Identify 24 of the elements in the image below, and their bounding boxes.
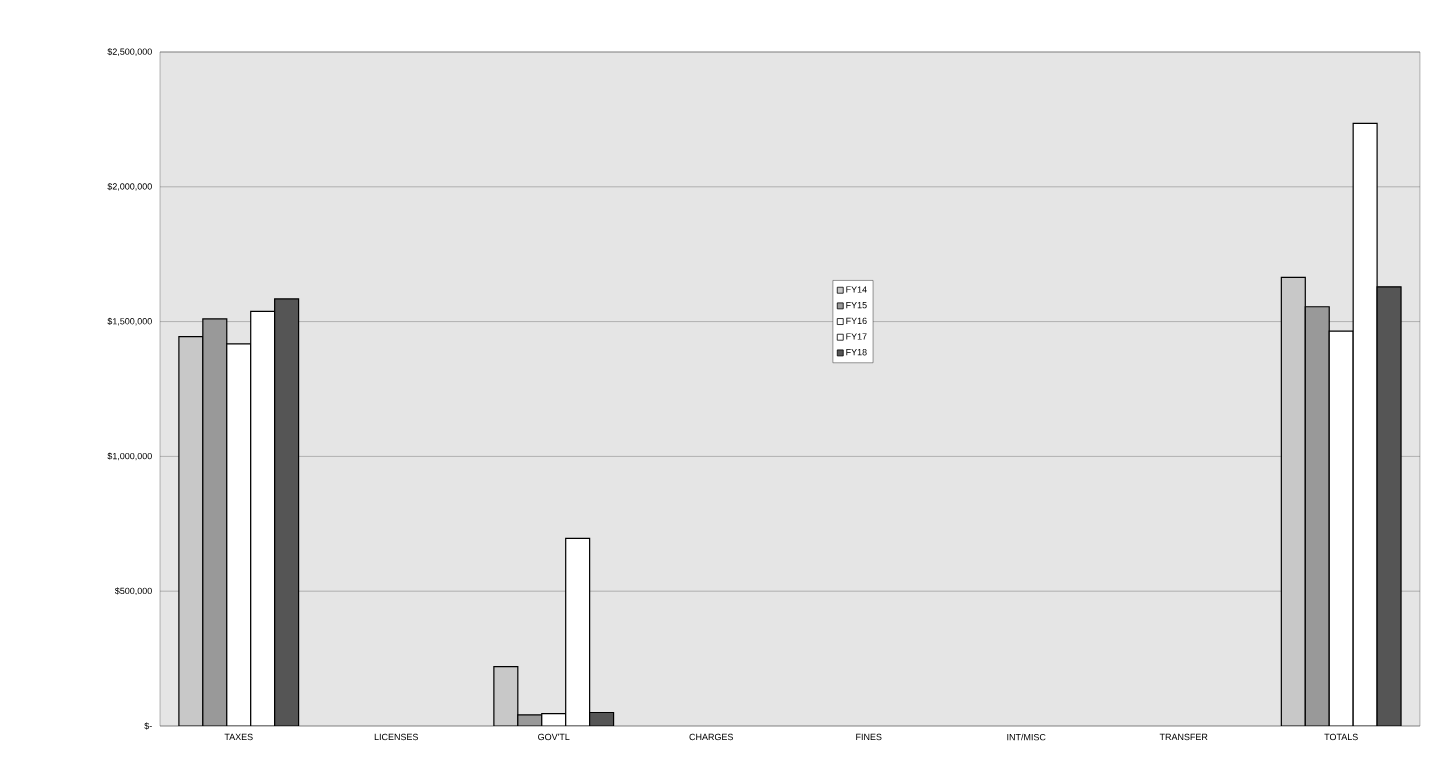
x-tick-label: TAXES xyxy=(224,733,253,741)
bar xyxy=(202,318,228,726)
x-tick-label: CHARGES xyxy=(689,733,733,741)
bar xyxy=(493,666,519,726)
y-tick-label: $1,500,000 xyxy=(107,317,152,326)
legend-label: FY17 xyxy=(846,333,867,340)
y-tick-label: $2,000,000 xyxy=(107,182,152,191)
bar xyxy=(178,336,204,726)
x-tick-label: FINES xyxy=(856,733,882,741)
legend-label: FY14 xyxy=(846,286,867,293)
x-tick-label: GOV'TL xyxy=(538,733,570,741)
x-tick-label: LICENSES xyxy=(374,733,419,741)
bar xyxy=(1280,276,1306,726)
y-tick-label: $500,000 xyxy=(114,587,152,596)
x-tick-label: TOTALS xyxy=(1324,733,1358,741)
y-tick-label: $1,000,000 xyxy=(107,452,152,461)
y-tick-label: $- xyxy=(144,722,152,730)
legend-label: FY18 xyxy=(846,349,867,356)
x-tick-label: INT/MISC xyxy=(1007,733,1046,741)
bar xyxy=(1304,306,1330,726)
x-tick-label: TRANSFER xyxy=(1159,733,1208,741)
legend-label: FY16 xyxy=(846,317,867,325)
legend-label: FY15 xyxy=(846,302,867,309)
y-tick-label: $2,500,000 xyxy=(107,48,152,56)
